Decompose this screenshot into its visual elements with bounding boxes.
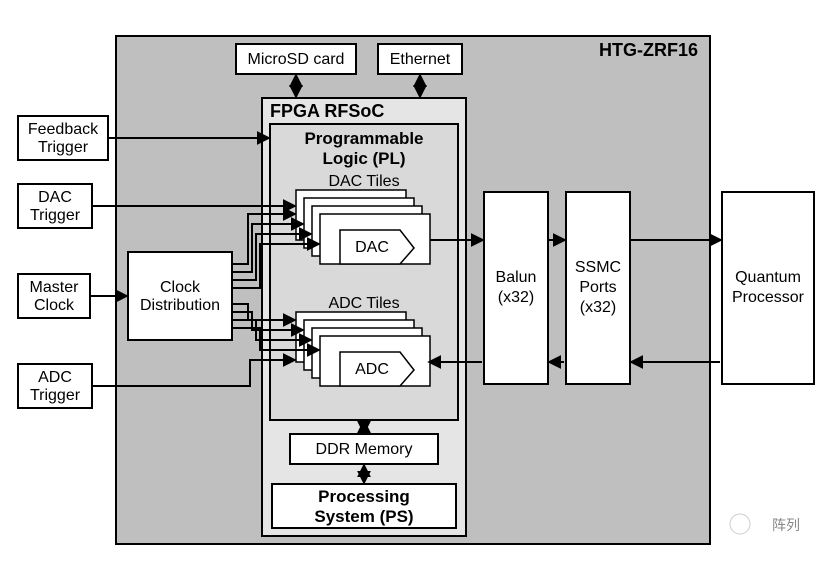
ssmc-label-1: SSMC	[575, 259, 621, 276]
ethernet-label: Ethernet	[390, 51, 451, 68]
dac-tiles-label: DAC Tiles	[328, 173, 399, 190]
master-clock-label-1: Master	[30, 279, 80, 296]
master-clock-label-2: Clock	[34, 297, 75, 314]
dac-chip-label: DAC	[355, 239, 389, 256]
ssmc-label-3: (x32)	[580, 299, 616, 316]
fpga-label: FPGA RFSoC	[270, 101, 384, 121]
microsd-label: MicroSD card	[248, 51, 345, 68]
watermark-text: 阵列	[772, 517, 800, 533]
ssmc-label-2: Ports	[579, 279, 616, 296]
balun-label-1: Balun	[496, 269, 537, 286]
qp-label-2: Processor	[732, 289, 805, 306]
ddr-label: DDR Memory	[316, 441, 413, 458]
adc-trigger-label-1: ADC	[38, 369, 72, 386]
dac-tile-stack: DAC	[296, 190, 430, 264]
watermark-icon	[730, 514, 750, 534]
adc-tiles-label: ADC Tiles	[328, 295, 399, 312]
feedback-trigger-label-2: Trigger	[38, 139, 89, 156]
qp-label-1: Quantum	[735, 269, 801, 286]
adc-chip-label: ADC	[355, 361, 389, 378]
pl-label-2: Logic (PL)	[322, 149, 405, 168]
clock-dist-label-1: Clock	[160, 279, 201, 296]
ps-label-2: System (PS)	[314, 507, 413, 526]
clock-dist-box	[128, 252, 232, 340]
pl-label-1: Programmable	[304, 129, 423, 148]
balun-label-2: (x32)	[498, 289, 534, 306]
adc-trigger-label-2: Trigger	[30, 387, 81, 404]
balun-box	[484, 192, 548, 384]
dac-trigger-label-1: DAC	[38, 189, 72, 206]
feedback-trigger-label-1: Feedback	[28, 121, 99, 138]
dac-trigger-label-2: Trigger	[30, 207, 81, 224]
ps-label-1: Processing	[318, 487, 410, 506]
clock-dist-label-2: Distribution	[140, 297, 220, 314]
board-label: HTG-ZRF16	[599, 40, 698, 60]
qp-box	[722, 192, 814, 384]
